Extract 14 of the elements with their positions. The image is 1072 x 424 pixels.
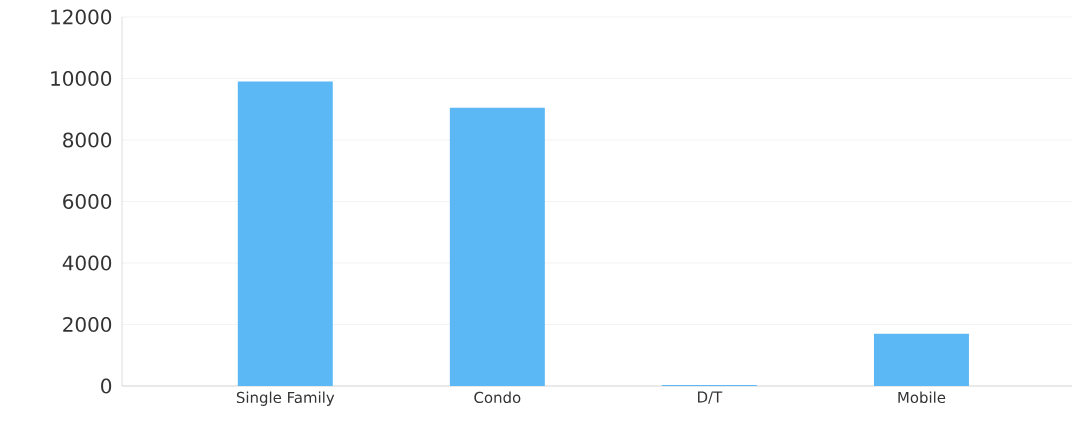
y-tick-label: 0 — [101, 378, 112, 394]
x-tick-label: Condo — [474, 391, 521, 404]
y-tick-label: 8000 — [63, 132, 112, 148]
x-tick-label: Single Family — [236, 391, 335, 406]
bar — [237, 81, 333, 386]
x-tick-label: D/T — [698, 391, 723, 404]
y-tick-label: 2000 — [63, 316, 112, 333]
x-tick-label: Mobile — [898, 391, 946, 404]
y-tick-label: 12000 — [51, 9, 112, 25]
y-tick-label: 10000 — [51, 70, 112, 87]
y-tick-label: 6000 — [63, 193, 112, 210]
y-tick-label: 4000 — [62, 255, 112, 271]
bar — [449, 107, 545, 386]
bar — [873, 333, 969, 386]
